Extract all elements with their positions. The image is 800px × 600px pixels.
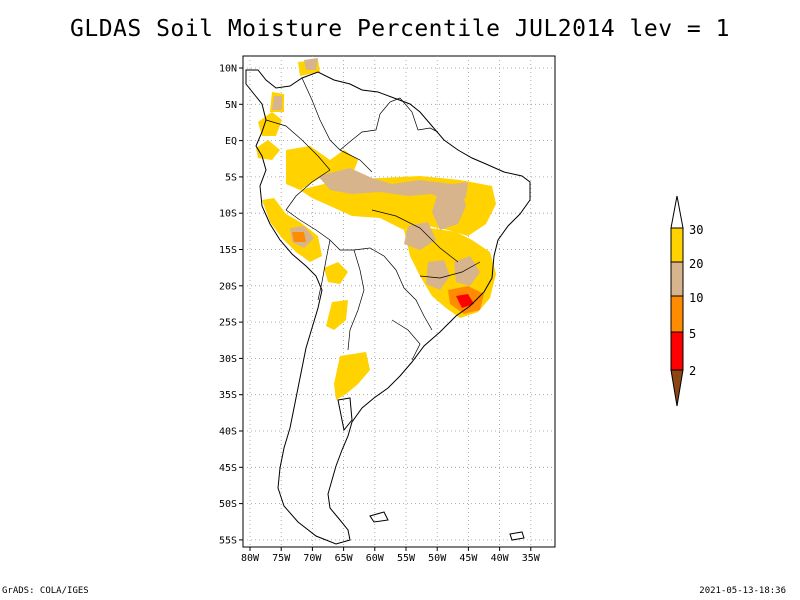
latitude-tick-labels: 10N 5N EQ 5S 10S 15S 20S 25S 30S 35S 40S 45S 50S 55S	[219, 64, 243, 546]
lat-tick-label: 10N	[219, 64, 237, 75]
lon-tick-label: 70W	[303, 553, 322, 564]
lon-tick-label: 55W	[397, 553, 416, 564]
lat-tick-label: EQ	[225, 136, 237, 147]
lon-tick-label: 60W	[366, 553, 385, 564]
country-borders	[265, 77, 481, 361]
lat-tick-label: 55S	[219, 535, 237, 546]
map-frame	[242, 55, 556, 548]
legend-above-30	[670, 195, 684, 229]
legend-10-20	[670, 261, 684, 297]
lat-tick-label: 25S	[219, 318, 237, 329]
legend-label-20: 20	[689, 257, 703, 271]
legend-label-2: 2	[689, 364, 696, 378]
legend-20-30	[670, 227, 684, 263]
lat-tick-label: 15S	[219, 245, 237, 256]
lon-tick-label: 40W	[491, 553, 510, 564]
lat-tick-label: 10S	[219, 209, 237, 220]
map-title: GLDAS Soil Moisture Percentile JUL2014 l…	[70, 16, 730, 42]
lon-tick-label: 75W	[272, 553, 291, 564]
coastlines	[245, 69, 531, 545]
legend-2-5	[670, 331, 684, 371]
lat-tick-label: 45S	[219, 463, 237, 474]
lat-tick-label: 20S	[219, 281, 237, 292]
legend-5-10	[670, 295, 684, 333]
render-timestamp: 2021-05-13-18:36	[699, 586, 786, 596]
lon-tick-label: 35W	[522, 553, 541, 564]
lat-tick-label: 5N	[225, 100, 237, 111]
lon-tick-label: 50W	[428, 553, 447, 564]
lat-tick-label: 5S	[225, 172, 237, 183]
lat-tick-label: 30S	[219, 354, 237, 365]
fill-10-20	[272, 58, 480, 290]
lat-tick-label: 50S	[219, 499, 237, 510]
lon-tick-label: 45W	[459, 553, 478, 564]
longitude-tick-labels: 80W 75W 70W 65W 60W 55W 50W 45W 40W 35W	[241, 547, 541, 564]
fill-2-5	[456, 294, 474, 308]
lon-tick-label: 65W	[335, 553, 354, 564]
lat-tick-label: 35S	[219, 390, 237, 401]
software-credit: GrADS: COLA/IGES	[2, 586, 89, 596]
lat-tick-label: 40S	[219, 427, 237, 438]
legend-label-30: 30	[689, 223, 703, 237]
lon-tick-label: 80W	[241, 553, 260, 564]
color-legend: 30 20 10 5 2	[670, 195, 703, 407]
soil-moisture-fill	[256, 58, 496, 400]
legend-label-10: 10	[689, 291, 703, 305]
legend-label-5: 5	[689, 327, 696, 341]
grid-lines	[243, 56, 555, 547]
legend-below-2	[670, 369, 684, 407]
